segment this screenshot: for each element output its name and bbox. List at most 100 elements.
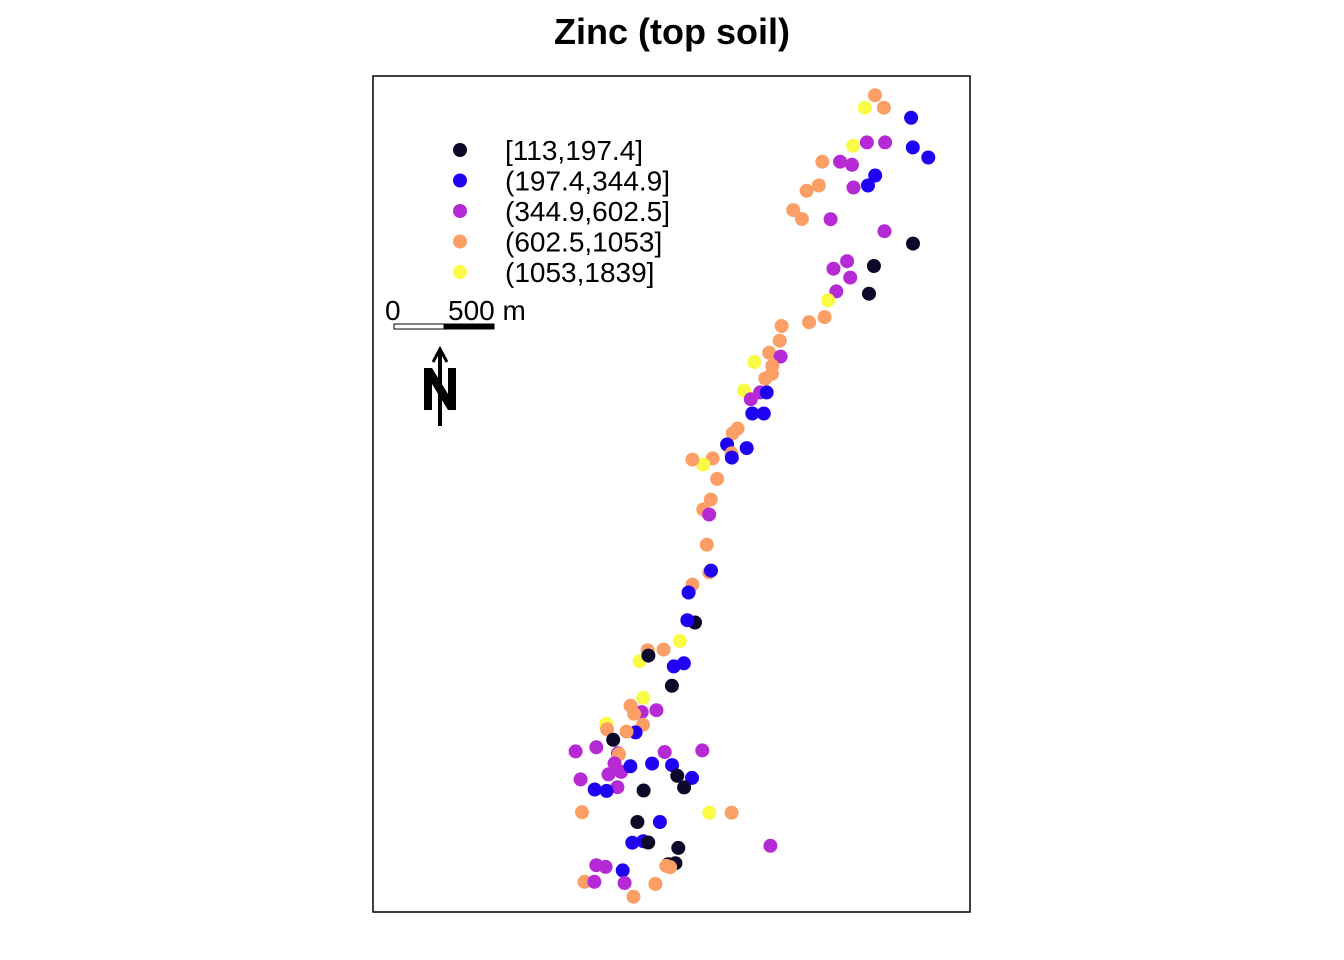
scale-bar-label-end: 500 m (448, 295, 526, 326)
data-point-57 (702, 507, 717, 522)
data-point-9 (815, 154, 830, 169)
data-point-5 (859, 135, 874, 150)
data-point-113 (617, 876, 632, 890)
data-point-75 (649, 703, 664, 718)
data-point-35 (747, 355, 762, 369)
data-point-1 (857, 100, 872, 115)
data-point-97 (645, 756, 660, 771)
data-point-18 (794, 212, 809, 226)
data-point-64 (680, 613, 695, 628)
scale-bar-label-start: 0 (385, 295, 401, 326)
data-point-41 (759, 385, 774, 400)
data-point-122 (702, 805, 717, 820)
legend-marker-1 (453, 173, 467, 188)
data-point-16 (799, 183, 814, 198)
data-point-123 (724, 805, 739, 820)
data-point-109 (641, 835, 656, 850)
data-point-28 (821, 293, 836, 308)
data-point-117 (626, 889, 641, 904)
legend: [113,197.4](197.4,344.9](344.9,602.5](60… (453, 135, 670, 288)
data-point-116 (648, 876, 663, 891)
data-point-7 (905, 140, 920, 155)
data-point-92 (610, 780, 625, 795)
data-point-33 (762, 345, 777, 360)
data-point-91 (568, 744, 583, 759)
data-point-73 (636, 690, 651, 705)
data-point-103 (695, 743, 710, 758)
data-point-0 (868, 88, 882, 103)
data-point-12 (868, 168, 883, 183)
data-point-99 (665, 758, 680, 773)
data-point-46 (725, 426, 740, 441)
legend-marker-4 (453, 265, 467, 279)
data-point-124 (763, 838, 778, 853)
data-point-98 (657, 745, 672, 759)
data-point-51 (724, 450, 739, 465)
legend-label-4: (1053,1839] (505, 257, 654, 288)
data-point-101 (670, 768, 685, 783)
data-point-13 (861, 178, 875, 193)
data-point-70 (676, 656, 691, 671)
data-point-106 (625, 835, 640, 850)
legend-label-0: [113,197.4] (505, 135, 643, 166)
data-point-83 (589, 740, 604, 755)
data-point-20 (877, 224, 892, 239)
data-point-93 (623, 759, 638, 774)
data-point-54 (710, 471, 725, 486)
data-point-14 (811, 178, 826, 193)
data-point-89 (601, 767, 616, 782)
data-point-52 (696, 457, 711, 472)
chart-title: Zinc (top soil) (554, 11, 790, 52)
data-point-108 (671, 840, 686, 855)
data-point-4 (846, 138, 861, 153)
data-point-77 (627, 706, 642, 721)
data-point-2 (876, 100, 891, 115)
data-point-19 (823, 212, 838, 227)
data-point-125 (575, 805, 589, 820)
data-point-72 (664, 678, 679, 693)
data-point-100 (685, 770, 699, 785)
data-point-94 (587, 782, 602, 797)
data-point-11 (845, 157, 859, 172)
data-point-53 (685, 452, 700, 467)
data-point-80 (619, 724, 634, 739)
data-point-66 (656, 642, 671, 657)
data-point-29 (817, 310, 832, 325)
data-point-22 (840, 254, 855, 269)
data-point-23 (866, 259, 881, 273)
data-point-58 (699, 537, 714, 552)
data-point-60 (704, 563, 718, 578)
scale-bar-black-segment (443, 323, 495, 330)
data-point-6 (878, 135, 893, 150)
scale-bar: 0 500 m (385, 295, 526, 330)
data-point-31 (774, 319, 789, 333)
data-point-24 (826, 261, 841, 276)
data-point-121 (587, 874, 602, 889)
data-point-84 (606, 732, 621, 747)
legend-marker-0 (453, 143, 467, 157)
north-arrow-icon (424, 345, 456, 426)
plot-frame (372, 75, 971, 913)
data-point-112 (615, 863, 630, 878)
data-point-15 (846, 180, 861, 195)
data-point-104 (630, 815, 645, 829)
legend-marker-2 (453, 204, 467, 218)
data-point-25 (843, 270, 858, 285)
data-point-115 (663, 860, 678, 875)
data-point-43 (745, 406, 760, 421)
data-point-38 (758, 371, 773, 386)
data-point-10 (833, 154, 848, 169)
legend-label-3: (602.5,1053] (505, 227, 662, 258)
data-point-44 (756, 406, 771, 421)
data-point-21 (906, 236, 920, 251)
data-point-48 (739, 441, 754, 456)
data-point-90 (573, 772, 588, 787)
data-point-71 (641, 648, 656, 663)
data-point-34 (773, 349, 788, 364)
scale-bar-white-segment (393, 323, 445, 330)
data-point-119 (589, 858, 604, 873)
legend-marker-3 (453, 234, 467, 249)
data-point-65 (672, 633, 687, 648)
data-point-26 (829, 284, 844, 299)
